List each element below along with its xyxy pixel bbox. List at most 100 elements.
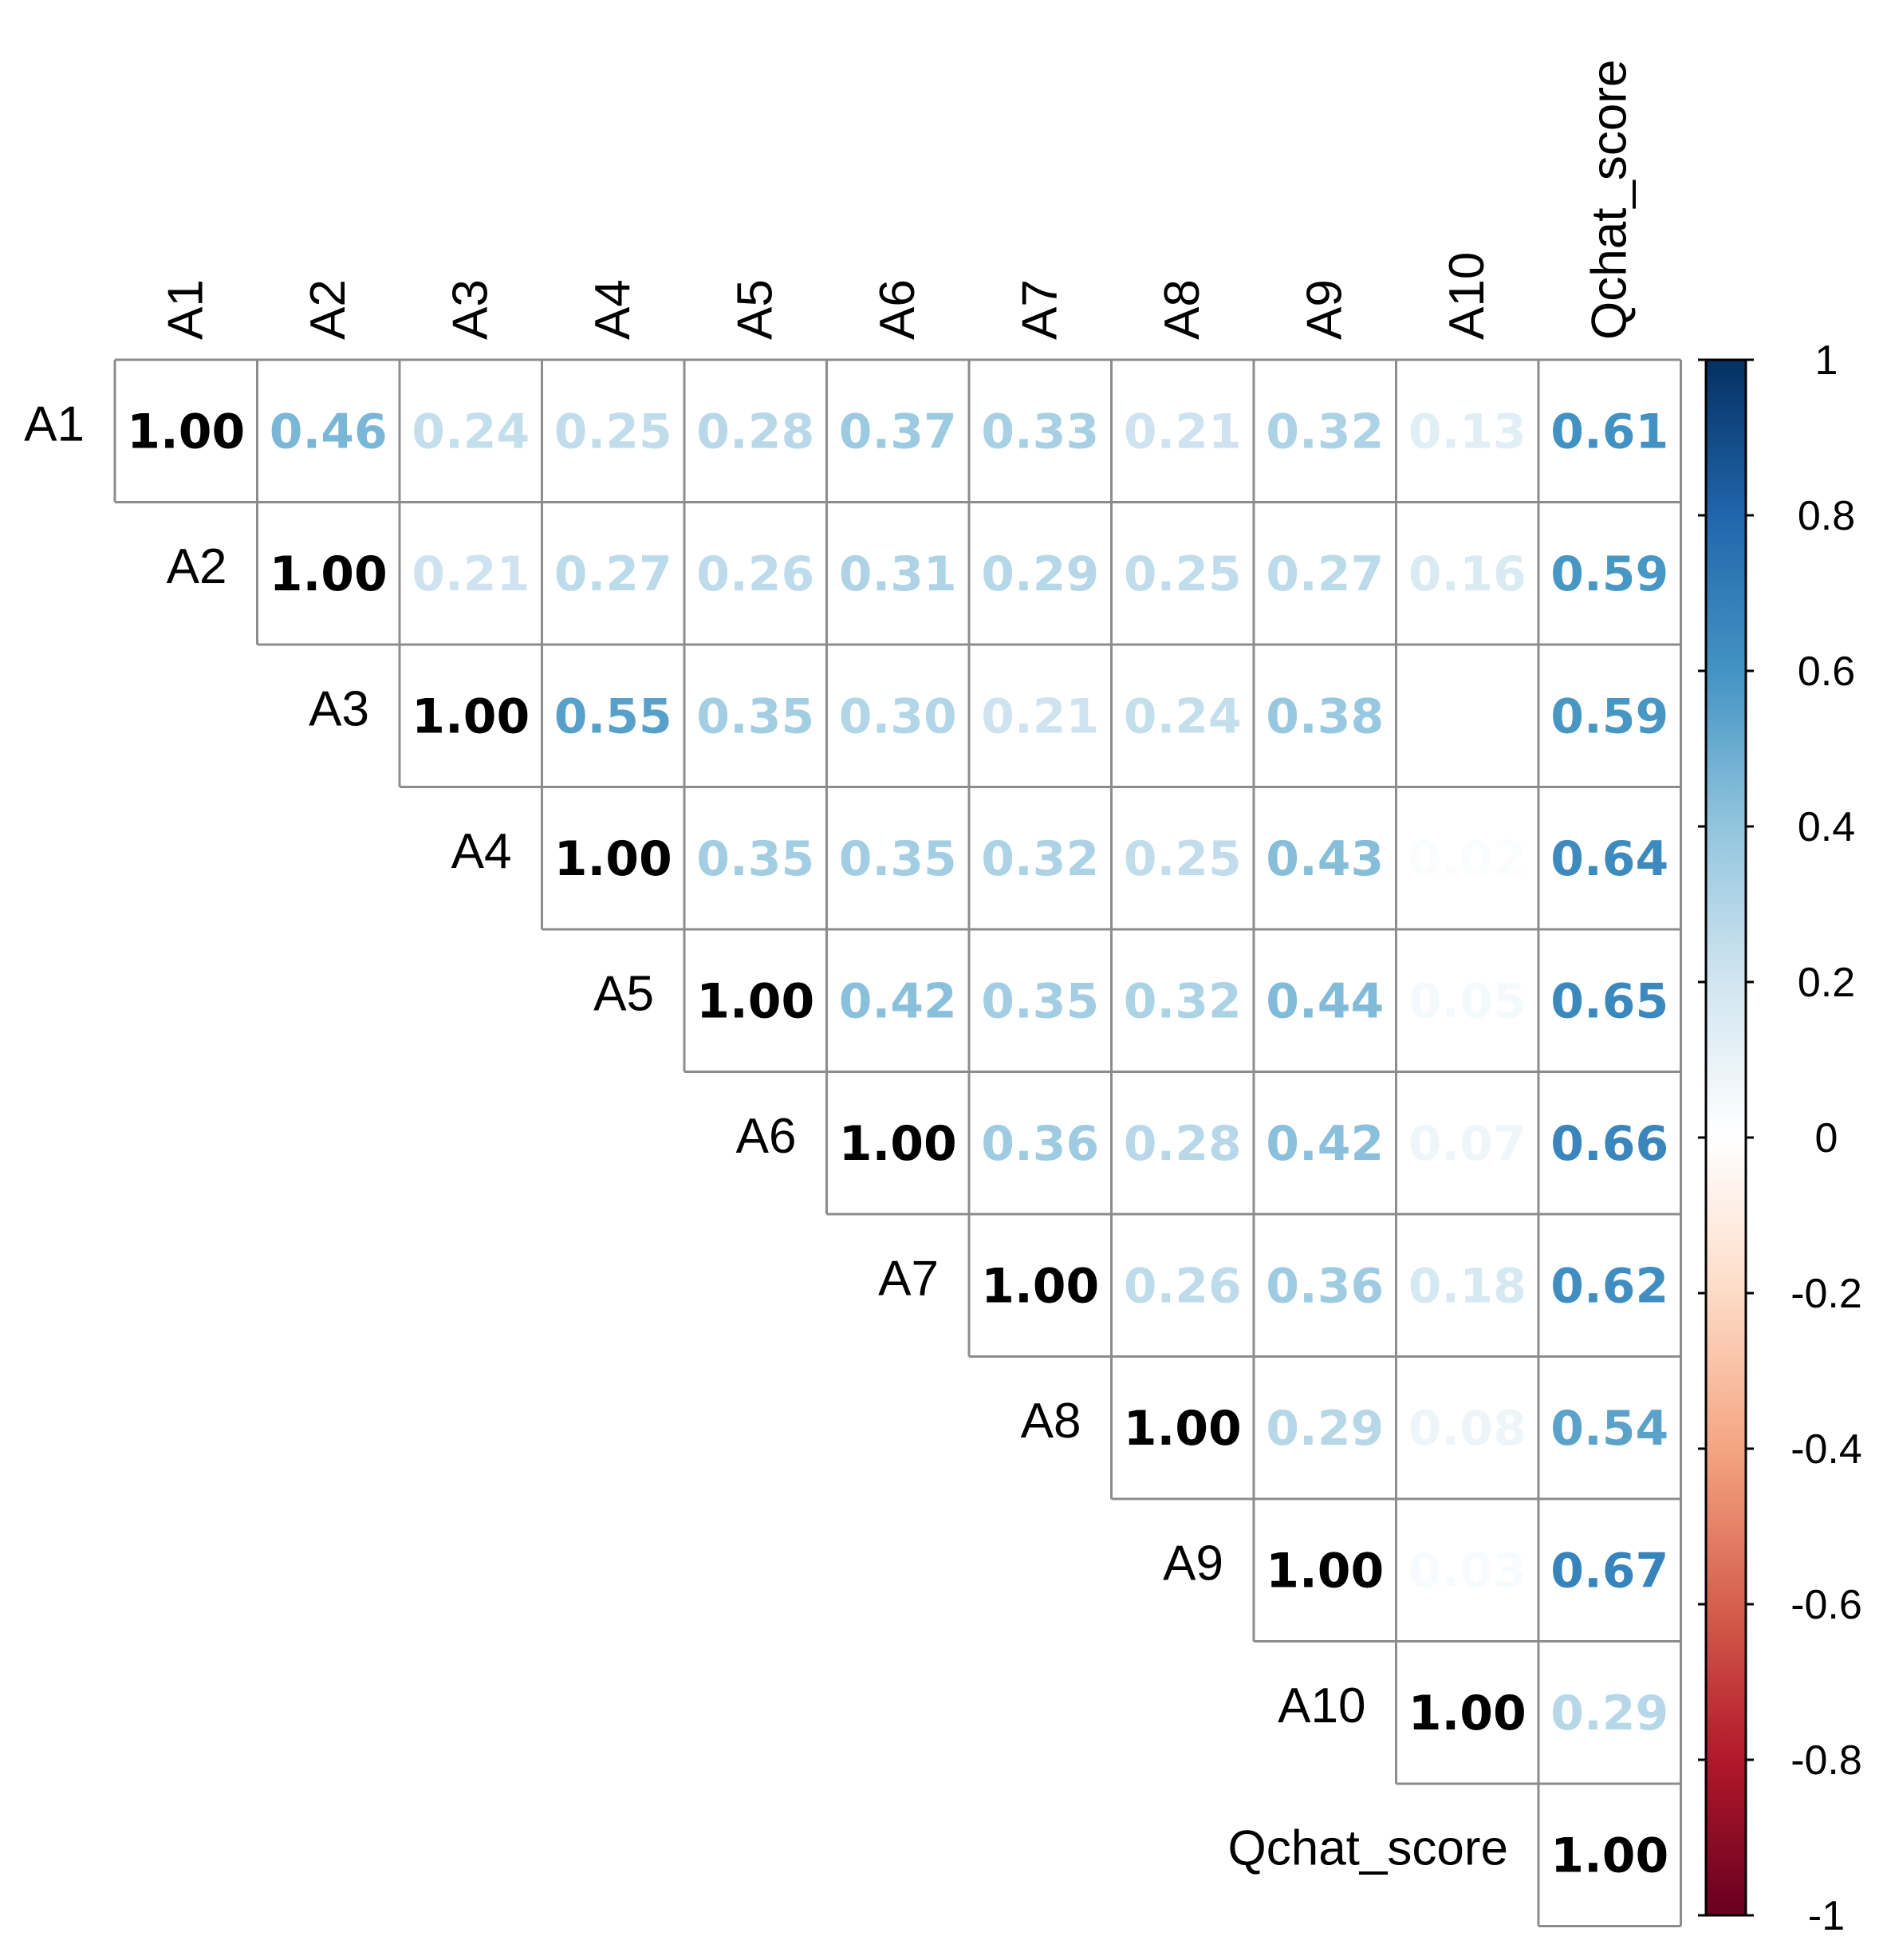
- cell-A2-A3: 0.21: [412, 546, 530, 602]
- cell-A3-A9: 0.38: [1266, 688, 1384, 744]
- cell-A1-A7: 0.33: [981, 404, 1099, 459]
- row-label-A1: A1: [24, 396, 85, 452]
- cell-A1-A6: 0.37: [839, 404, 957, 459]
- cell-A4-A9: 0.43: [1266, 831, 1384, 887]
- row-label-A5: A5: [593, 966, 654, 1021]
- colorbar-tick-label: 1: [1815, 337, 1838, 384]
- heatmap-grid: [113, 358, 1682, 1927]
- colorbar-tick-label: 0.2: [1798, 960, 1855, 1006]
- col-label-Qchat_score: Qchat_score: [1582, 59, 1637, 340]
- col-label-A10: A10: [1440, 252, 1495, 340]
- cell-A5-A9: 0.44: [1266, 973, 1384, 1029]
- cell-A6-Qchat_score: 0.66: [1550, 1116, 1668, 1172]
- cell-A2-A5: 0.26: [696, 546, 814, 602]
- cell-A2-A6: 0.31: [839, 546, 957, 602]
- cell-A2-A9: 0.27: [1266, 546, 1384, 602]
- colorbar-tick-label: 0.8: [1798, 493, 1855, 539]
- cell-A2-Qchat_score: 0.59: [1550, 546, 1668, 602]
- cell-A1-A5: 0.28: [696, 404, 814, 459]
- colorbar-tick-label: -1: [1808, 1893, 1845, 1939]
- cell-A1-A10: 0.13: [1408, 404, 1526, 459]
- colorbar-tick-label: 0.4: [1798, 804, 1855, 850]
- row-labels: A1 A2 A3 A4 A5 A6 A7 A8 A9 A10 Qchat_score: [24, 396, 1508, 1875]
- colorbar: 1 0.8 0.6 0.4 0.2 0 -0.2 -0.4 -0.6 -0.8 -1: [1698, 337, 1862, 1939]
- cell-Qchat_score-Qchat_score: 1.00: [1550, 1828, 1668, 1883]
- cell-A7-A9: 0.36: [1266, 1258, 1384, 1314]
- colorbar-tick-label: -0.6: [1790, 1582, 1862, 1628]
- cell-A9-A9: 1.00: [1266, 1543, 1384, 1599]
- cell-A5-A6: 0.42: [839, 973, 957, 1029]
- cell-A7-A7: 1.00: [981, 1258, 1099, 1314]
- col-label-A2: A2: [301, 279, 356, 340]
- cell-A4-A7: 0.32: [981, 831, 1099, 887]
- cell-A3-A3: 1.00: [412, 688, 530, 744]
- cell-A10-A10: 1.00: [1408, 1686, 1526, 1741]
- cell-A1-A9: 0.32: [1266, 404, 1384, 459]
- cell-A1-A3: 0.24: [412, 404, 530, 459]
- cell-A2-A10: 0.16: [1408, 546, 1526, 602]
- cell-A8-A10: 0.08: [1408, 1401, 1526, 1457]
- cell-A3-A10: 0.00: [1408, 688, 1526, 744]
- row-label-A10: A10: [1278, 1678, 1365, 1733]
- cell-A3-A8: 0.24: [1124, 688, 1242, 744]
- cell-A2-A2: 1.00: [270, 546, 388, 602]
- cell-A6-A7: 0.36: [981, 1116, 1099, 1172]
- row-label-A3: A3: [309, 681, 369, 736]
- cell-A7-A10: 0.18: [1408, 1258, 1526, 1314]
- colorbar-tick-label: -0.4: [1790, 1426, 1862, 1473]
- cell-A1-A4: 0.25: [554, 404, 672, 459]
- col-label-A8: A8: [1155, 279, 1210, 340]
- column-labels: A1 A2 A3 A4 A5 A6 A7 A8 A9 A10 Qchat_score: [158, 59, 1637, 340]
- cell-A6-A8: 0.28: [1124, 1116, 1242, 1172]
- cell-A4-A8: 0.25: [1124, 831, 1242, 887]
- row-label-A4: A4: [451, 824, 512, 879]
- cell-A3-A4: 0.55: [554, 688, 672, 744]
- row-label-Qchat_score: Qchat_score: [1227, 1820, 1508, 1875]
- colorbar-tick-label: 0: [1815, 1115, 1838, 1161]
- row-label-A6: A6: [736, 1109, 797, 1164]
- colorbar-tick-label: 0.6: [1798, 649, 1855, 695]
- cell-A2-A4: 0.27: [554, 546, 672, 602]
- cell-A9-Qchat_score: 0.67: [1550, 1543, 1668, 1599]
- cell-A8-A9: 0.29: [1266, 1401, 1384, 1457]
- cell-A9-A10: 0.03: [1408, 1543, 1526, 1599]
- cell-A4-A10: 0.02: [1408, 831, 1526, 887]
- cell-A4-A6: 0.35: [839, 831, 957, 887]
- row-label-A7: A7: [878, 1251, 939, 1306]
- row-label-A8: A8: [1021, 1394, 1081, 1449]
- cell-A1-A8: 0.21: [1124, 404, 1242, 459]
- cell-A8-A8: 1.00: [1124, 1401, 1242, 1457]
- col-label-A4: A4: [585, 279, 640, 340]
- cell-A1-Qchat_score: 0.61: [1550, 404, 1668, 459]
- colorbar-tick-label: -0.2: [1790, 1271, 1862, 1317]
- cell-A6-A6: 1.00: [839, 1116, 957, 1172]
- row-label-A2: A2: [167, 539, 227, 594]
- cell-A7-Qchat_score: 0.62: [1550, 1258, 1668, 1314]
- cell-A4-Qchat_score: 0.64: [1550, 831, 1668, 887]
- cell-A2-A7: 0.29: [981, 546, 1099, 602]
- cell-A3-Qchat_score: 0.59: [1550, 688, 1668, 744]
- cell-A3-A5: 0.35: [696, 688, 814, 744]
- col-label-A1: A1: [158, 279, 213, 340]
- colorbar-tick-label: -0.8: [1790, 1737, 1862, 1784]
- col-label-A7: A7: [1012, 279, 1067, 340]
- cell-A5-Qchat_score: 0.65: [1550, 973, 1668, 1029]
- cell-A10-Qchat_score: 0.29: [1550, 1686, 1668, 1741]
- col-label-A6: A6: [870, 279, 925, 340]
- cell-A5-A5: 1.00: [696, 973, 814, 1029]
- cell-A3-A7: 0.21: [981, 688, 1099, 744]
- cell-A6-A10: 0.07: [1408, 1116, 1526, 1172]
- colorbar-gradient: [1704, 358, 1747, 1917]
- cell-A5-A7: 0.35: [981, 973, 1099, 1029]
- heatmap-cells: 1.00 0.46 0.24 0.25 0.28 0.37 0.33 0.21 0.32 0.13…: [127, 404, 1668, 1883]
- col-label-A5: A5: [727, 279, 782, 340]
- cell-A5-A8: 0.32: [1124, 973, 1242, 1029]
- cell-A3-A6: 0.30: [839, 688, 957, 744]
- cell-A5-A10: 0.05: [1408, 973, 1526, 1029]
- cell-A6-A9: 0.42: [1266, 1116, 1384, 1172]
- cell-A7-A8: 0.26: [1124, 1258, 1242, 1314]
- cell-A1-A1: 1.00: [127, 404, 245, 459]
- cell-A2-A8: 0.25: [1124, 546, 1242, 602]
- cell-A8-Qchat_score: 0.54: [1550, 1401, 1668, 1457]
